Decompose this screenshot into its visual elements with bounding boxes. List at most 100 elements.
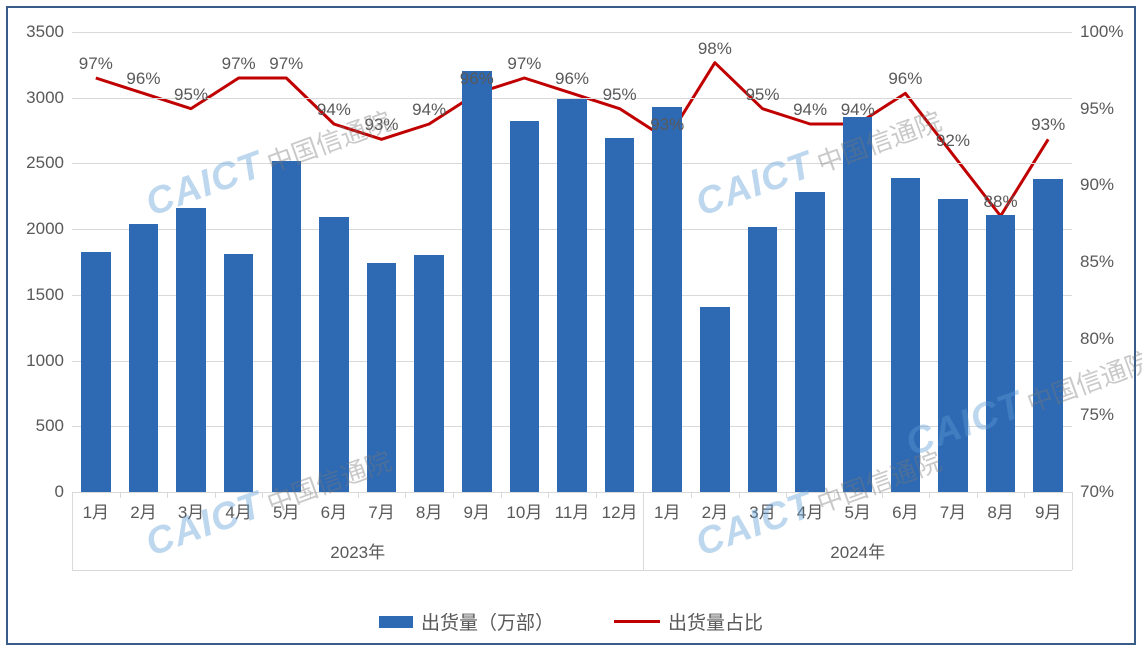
bar	[414, 255, 444, 492]
legend-label: 出货量（万部）	[421, 608, 554, 635]
bar	[129, 224, 159, 492]
x-tick-label: 4月	[797, 498, 823, 523]
bar	[81, 252, 111, 493]
x-tick-mark	[1024, 492, 1025, 498]
x-tick-label: 2月	[130, 498, 156, 523]
legend-label: 出货量占比	[668, 608, 763, 635]
line-data-label: 93%	[1031, 115, 1065, 135]
x-tick-label: 9月	[1035, 498, 1061, 523]
line-data-label: 97%	[222, 54, 256, 74]
x-tick-mark	[453, 492, 454, 498]
x-tick-label: 7月	[940, 498, 966, 523]
y-left-tick: 2000	[26, 219, 64, 239]
bar	[986, 215, 1016, 492]
bar	[891, 178, 921, 492]
bar	[748, 227, 778, 492]
bar	[224, 254, 254, 492]
x-tick-label: 6月	[321, 498, 347, 523]
x-tick-mark	[739, 492, 740, 498]
line-data-label: 94%	[412, 100, 446, 120]
group-label: 2023年	[330, 538, 385, 563]
line-data-label: 97%	[79, 54, 113, 74]
bar	[557, 99, 587, 492]
x-tick-mark	[596, 492, 597, 498]
x-tick-label: 5月	[844, 498, 870, 523]
x-tick-label: 5月	[273, 498, 299, 523]
x-tick-mark	[358, 492, 359, 498]
line-data-label: 94%	[317, 100, 351, 120]
line-data-label: 93%	[650, 115, 684, 135]
bar	[272, 161, 302, 492]
line-data-label: 94%	[793, 100, 827, 120]
gridline	[72, 492, 1072, 493]
line-data-label: 92%	[936, 131, 970, 151]
y-left-tick: 2500	[26, 153, 64, 173]
y-right-tick: 85%	[1080, 252, 1114, 272]
bar	[462, 71, 492, 492]
line-data-label: 95%	[745, 85, 779, 105]
bar	[367, 263, 397, 492]
x-tick-mark	[786, 492, 787, 498]
group-baseline	[72, 570, 1072, 571]
x-tick-label: 8月	[987, 498, 1013, 523]
y-left-tick: 3500	[26, 22, 64, 42]
line-data-label: 97%	[507, 54, 541, 74]
x-tick-mark	[834, 492, 835, 498]
legend: 出货量（万部） 出货量占比	[0, 608, 1142, 635]
x-tick-label: 1月	[83, 498, 109, 523]
bar	[510, 121, 540, 492]
x-tick-label: 9月	[464, 498, 490, 523]
x-tick-label: 2月	[702, 498, 728, 523]
plot-area: 050010001500200025003000350070%75%80%85%…	[72, 32, 1072, 492]
y-right-tick: 75%	[1080, 405, 1114, 425]
x-tick-mark	[882, 492, 883, 498]
group-separator	[1072, 496, 1073, 570]
x-tick-label: 12月	[602, 498, 638, 523]
x-tick-mark	[215, 492, 216, 498]
x-tick-mark	[977, 492, 978, 498]
bar	[605, 138, 635, 492]
line-data-label: 95%	[603, 85, 637, 105]
x-tick-label: 3月	[178, 498, 204, 523]
x-tick-label: 7月	[368, 498, 394, 523]
line-data-label: 98%	[698, 39, 732, 59]
y-right-tick: 100%	[1080, 22, 1123, 42]
y-left-tick: 1500	[26, 285, 64, 305]
legend-item: 出货量（万部）	[379, 608, 554, 635]
x-tick-label: 11月	[555, 498, 590, 523]
y-left-tick: 500	[36, 416, 64, 436]
line-data-label: 97%	[269, 54, 303, 74]
line-data-label: 96%	[460, 69, 494, 89]
bar	[319, 217, 349, 492]
group-separator	[72, 496, 73, 570]
bar	[938, 199, 968, 492]
x-tick-mark	[691, 492, 692, 498]
line-data-label: 95%	[174, 85, 208, 105]
legend-swatch-line	[614, 620, 660, 623]
x-tick-label: 6月	[892, 498, 918, 523]
y-left-tick: 0	[55, 482, 64, 502]
line-data-label: 96%	[555, 69, 589, 89]
x-tick-mark	[262, 492, 263, 498]
bar	[1033, 179, 1063, 492]
bar	[843, 117, 873, 492]
x-tick-label: 8月	[416, 498, 442, 523]
bar	[176, 208, 206, 492]
line-data-label: 93%	[365, 115, 399, 135]
group-label: 2024年	[830, 538, 885, 563]
x-tick-mark	[501, 492, 502, 498]
x-tick-label: 10月	[506, 498, 542, 523]
bar	[700, 307, 730, 492]
x-tick-mark	[310, 492, 311, 498]
y-right-tick: 95%	[1080, 99, 1114, 119]
y-right-tick: 70%	[1080, 482, 1114, 502]
x-tick-mark	[120, 492, 121, 498]
x-tick-label: 1月	[654, 498, 680, 523]
x-tick-label: 4月	[225, 498, 251, 523]
legend-swatch-box	[379, 616, 413, 628]
y-right-tick: 80%	[1080, 329, 1114, 349]
x-tick-mark	[548, 492, 549, 498]
line-data-label: 96%	[126, 69, 160, 89]
bar	[652, 107, 682, 492]
line-data-label: 94%	[841, 100, 875, 120]
